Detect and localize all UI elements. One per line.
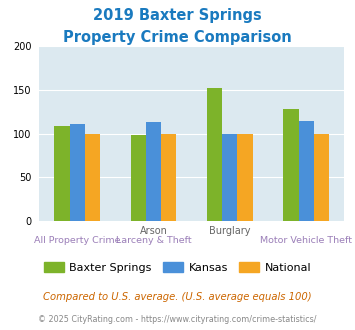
Bar <box>314 134 329 221</box>
Bar <box>54 126 70 221</box>
Bar <box>299 120 314 221</box>
Text: Motor Vehicle Theft: Motor Vehicle Theft <box>260 236 352 245</box>
Bar <box>222 134 237 221</box>
Bar <box>161 134 176 221</box>
Bar <box>146 122 161 221</box>
Text: Arson: Arson <box>140 226 168 236</box>
Legend: Baxter Springs, Kansas, National: Baxter Springs, Kansas, National <box>39 258 316 278</box>
Text: Burglary: Burglary <box>209 226 251 236</box>
Bar <box>85 134 100 221</box>
Text: Compared to U.S. average. (U.S. average equals 100): Compared to U.S. average. (U.S. average … <box>43 292 312 302</box>
Bar <box>283 109 299 221</box>
Text: Larceny & Theft: Larceny & Theft <box>116 236 191 245</box>
Bar <box>131 135 146 221</box>
Bar <box>207 88 222 221</box>
Text: Property Crime Comparison: Property Crime Comparison <box>63 30 292 45</box>
Text: © 2025 CityRating.com - https://www.cityrating.com/crime-statistics/: © 2025 CityRating.com - https://www.city… <box>38 315 317 324</box>
Text: 2019 Baxter Springs: 2019 Baxter Springs <box>93 8 262 23</box>
Text: All Property Crime: All Property Crime <box>34 236 120 245</box>
Bar <box>70 124 85 221</box>
Bar <box>237 134 253 221</box>
